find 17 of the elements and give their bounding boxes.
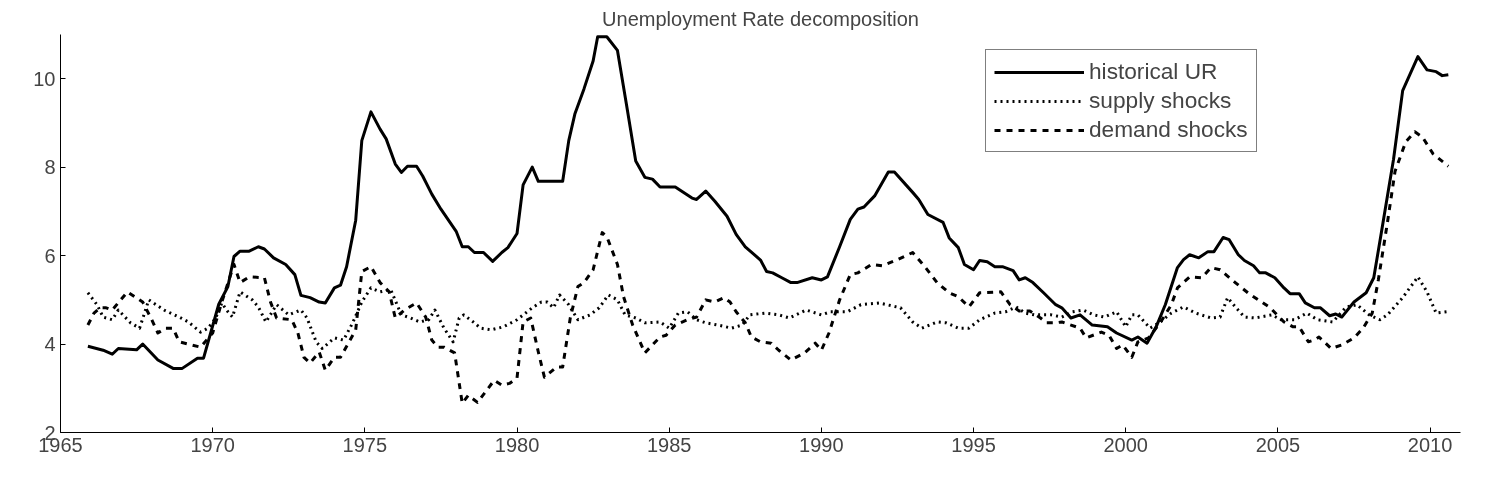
x-tick-label: 2000 — [1103, 433, 1148, 456]
legend-label: historical UR — [1089, 58, 1218, 85]
legend-label: supply shocks — [1089, 87, 1232, 114]
x-tick-label: 1970 — [190, 433, 235, 456]
x-tick-label: 1995 — [951, 433, 996, 456]
x-tick-label: 1985 — [646, 433, 692, 456]
x-tick-label: 1975 — [342, 433, 388, 456]
y-tick-label: 6 — [44, 244, 56, 267]
x-tick-label: 1990 — [799, 433, 844, 456]
y-tick-label: 10 — [33, 67, 56, 90]
chart-title: Unemployment Rate decomposition — [602, 7, 919, 30]
x-tick-label: 2005 — [1255, 433, 1301, 456]
x-tick-label: 2010 — [1407, 433, 1453, 456]
x-tick-label: 1980 — [494, 433, 540, 456]
legend-label: demand shocks — [1089, 116, 1248, 143]
y-tick-label: 8 — [44, 156, 56, 179]
y-tick-label: 4 — [44, 333, 56, 356]
